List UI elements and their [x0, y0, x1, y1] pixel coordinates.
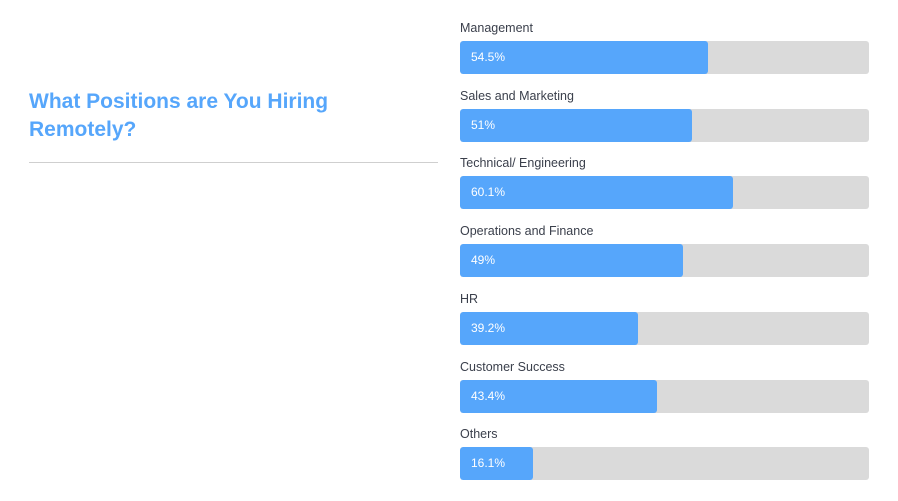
bar-value-label: 51%: [471, 117, 496, 132]
bar-category-label: Management: [460, 21, 533, 35]
bar-row: Management 54.5%: [460, 20, 869, 80]
bar-row: Operations and Finance 49%: [460, 223, 869, 283]
bar-fill: [460, 108, 692, 142]
chart-title: What Positions are You Hiring Remotely?: [29, 90, 329, 141]
bar-row: Others 16.1%: [460, 426, 869, 486]
bar-track: 60.1%: [460, 176, 869, 210]
bar-value-label: 43.4%: [471, 388, 506, 403]
bar-fill: [460, 244, 683, 278]
bar-category-label: Technical/ Engineering: [460, 156, 586, 171]
bar-row: Sales and Marketing 51%: [460, 88, 869, 148]
bar-row: Technical/ Engineering 60.1%: [460, 155, 869, 215]
bar-value-label: 39.2%: [471, 320, 506, 335]
bar-category-label: Customer Success: [460, 359, 565, 374]
bar-category-label: HR: [460, 291, 479, 306]
bar-value-label: 60.1%: [471, 185, 506, 200]
bar-row: HR 39.2%: [460, 291, 869, 351]
bar-track: 43.4%: [460, 379, 869, 413]
bar-fill: [460, 176, 733, 210]
bar-track: 16.1%: [460, 447, 869, 481]
bar-category-label: Sales and Marketing: [460, 88, 574, 103]
bar-category-label: Others: [460, 427, 498, 442]
bar-track: 51%: [460, 108, 869, 142]
bar-track: 39.2%: [460, 311, 869, 345]
bar-value-label: 16.1%: [471, 456, 506, 471]
bar-category-label: Operations and Finance: [460, 224, 594, 239]
title-divider: [29, 162, 438, 163]
bar-fill: [460, 379, 657, 413]
bar-fill: [460, 311, 638, 345]
bar-track: 49%: [460, 244, 869, 278]
bar-row: Customer Success 43.4%: [460, 359, 869, 419]
bar-value-label: 54.5%: [471, 50, 506, 64]
bar-fill: [460, 447, 533, 481]
bar-value-label: 49%: [471, 253, 496, 268]
bar-track: 54.5%: [460, 41, 869, 74]
bar-fill: [460, 41, 708, 74]
